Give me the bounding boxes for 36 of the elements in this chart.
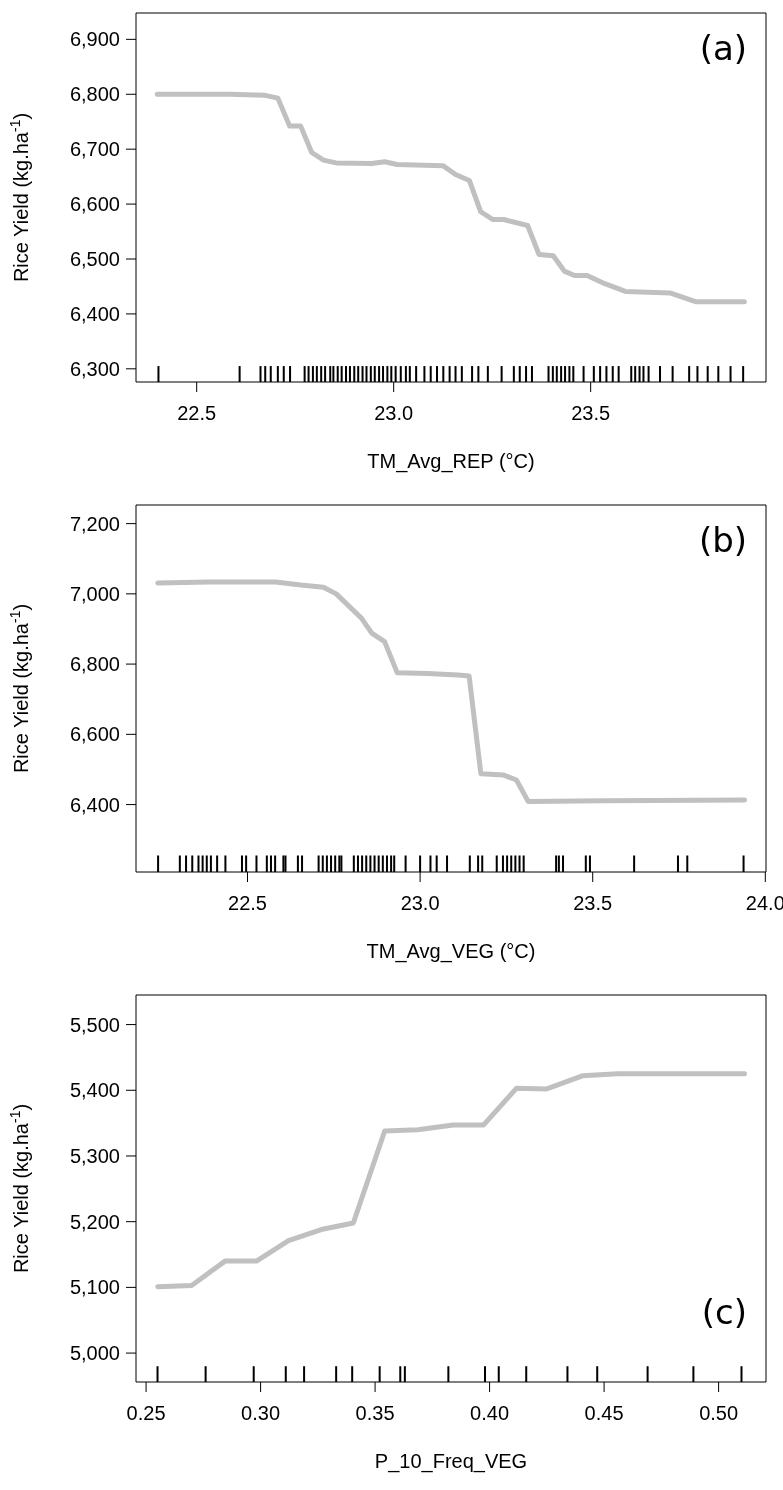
x-axis-title: TM_Avg_VEG (°C) (366, 940, 536, 963)
x-axis-title: P_10_Freq_VEG (374, 1450, 528, 1473)
annotation: (b) (698, 520, 747, 560)
y-tick-label: 5,000 (69, 1342, 120, 1365)
x-tick-label: 23.5 (573, 892, 613, 915)
x-tick-label: 22.5 (177, 402, 217, 425)
y-tick-label: 5,200 (69, 1210, 120, 1233)
y-tick-label: 6,700 (69, 138, 120, 161)
x-tick-label: 23.0 (374, 402, 414, 425)
x-axis-title: TM_Avg_REP (°C) (367, 450, 535, 473)
y-tick-label: 6,800 (69, 83, 120, 106)
y-tick-label: 6,500 (69, 248, 120, 271)
y-tick-label: 5,400 (69, 1079, 120, 1102)
x-tick-label: 0.35 (355, 1402, 395, 1425)
y-tick-label: 6,900 (69, 28, 120, 51)
annotation: (c) (701, 1292, 747, 1332)
annotation: (a) (699, 28, 747, 68)
y-tick-label: 5,500 (69, 1013, 120, 1036)
x-tick-label: 0.25 (126, 1402, 166, 1425)
x-tick-label: 23.0 (400, 892, 440, 915)
y-tick-label: 6,600 (69, 193, 120, 216)
x-tick-label: 0.40 (470, 1402, 510, 1425)
y-tick-label: 5,100 (69, 1276, 120, 1299)
y-tick-label: 6,400 (69, 303, 120, 326)
y-tick-label: 6,400 (69, 793, 120, 816)
x-tick-label: 0.30 (241, 1402, 281, 1425)
y-tick-label: 6,600 (69, 723, 120, 746)
y-tick-label: 6,800 (69, 653, 120, 676)
x-tick-label: 23.5 (571, 402, 611, 425)
y-tick-label: 7,200 (69, 512, 120, 535)
x-tick-label: 22.5 (228, 892, 267, 915)
y-tick-label: 7,000 (69, 582, 120, 605)
y-tick-label: 5,300 (69, 1145, 120, 1168)
x-tick-label: 0.50 (699, 1402, 739, 1425)
y-tick-label: 6,300 (69, 357, 120, 380)
x-tick-label: 0.45 (584, 1402, 624, 1425)
